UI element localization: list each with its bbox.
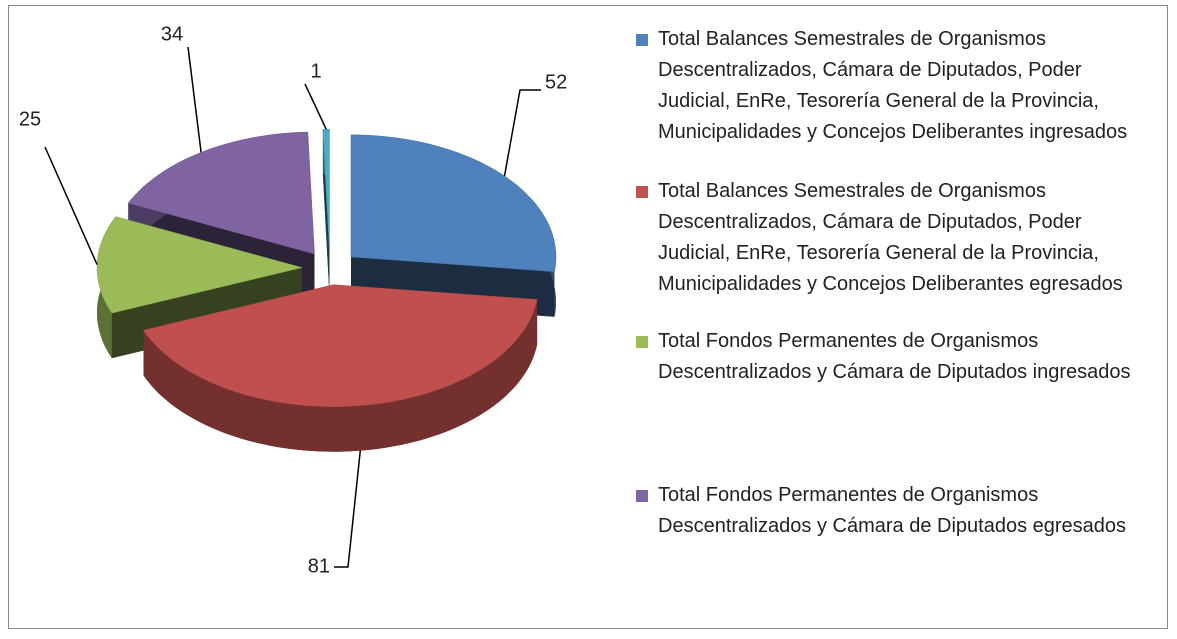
data-label: 25 [19,108,41,130]
legend-item: Total Fondos Permanentes de Organismos D… [636,326,1156,388]
legend-label: Total Fondos Permanentes de Organismos D… [658,484,1127,537]
leader-line [334,450,362,568]
legend-label: Total Fondos Permanentes de Organismos D… [658,330,1131,383]
leader-line [304,83,327,130]
slice-top [127,131,315,255]
legend-label: Total Balances Semestrales de Organismos… [658,28,1128,143]
slice-wall [143,299,538,452]
legend-swatch [636,34,648,46]
leader-line [503,89,541,177]
slice [322,128,330,297]
legend-item: Total Balances Semestrales de Organismos… [636,24,1156,148]
slice-top [143,284,538,407]
data-label: 81 [308,555,330,577]
legend-swatch [636,336,648,348]
legend-swatch [636,186,648,198]
legend-swatch [636,490,648,502]
chart-frame [8,5,1168,629]
legend-item: Total Fondos Permanentes de Organismos D… [636,480,1156,542]
slice-top [350,134,557,272]
leader-line [187,46,202,153]
data-label: 1 [310,60,321,82]
slice [143,284,538,452]
legend-label: Total Balances Semestrales de Organismos… [658,180,1123,295]
data-label: 34 [161,23,183,45]
leader-line [44,146,98,265]
data-label: 52 [545,71,567,93]
legend-item: Total Balances Semestrales de Organismos… [636,176,1156,300]
